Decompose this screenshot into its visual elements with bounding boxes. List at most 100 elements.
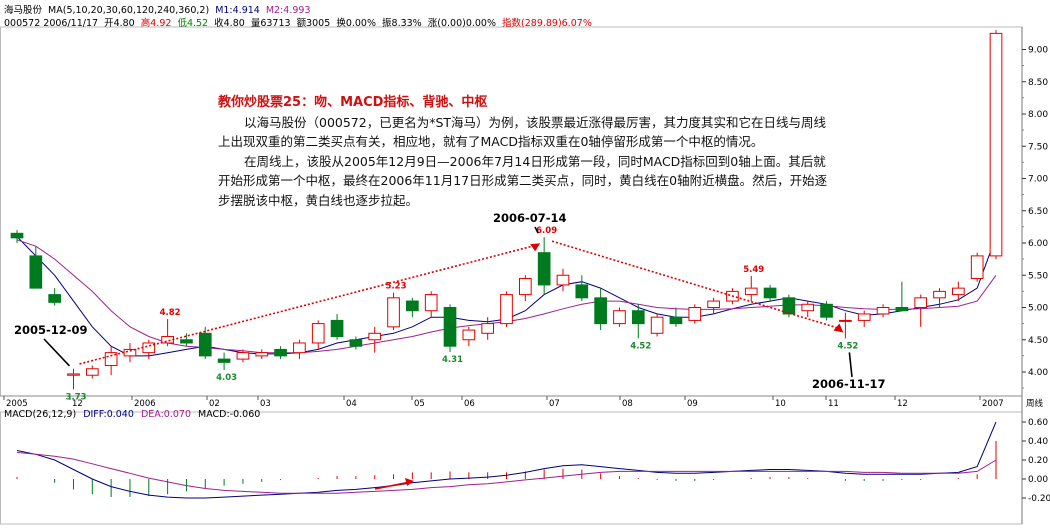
trend-arrow-up (530, 243, 541, 252)
candle-body (406, 300, 419, 312)
candle-body (933, 290, 946, 299)
candle-body (123, 348, 137, 357)
open-price: 开4.80 (104, 18, 135, 29)
candle-body (85, 368, 99, 376)
caption-paragraph-1: 以海马股份（000572，已更名为*ST海马）为例，该股票最近涨得最厉害，其力度… (218, 114, 827, 150)
annotation-arrow (534, 226, 539, 234)
candle-body (952, 287, 965, 296)
turnover: 换0.00% (336, 18, 376, 29)
price-tick-label: 4.00 (1028, 368, 1048, 378)
candle-body (368, 332, 382, 341)
close-price: 收4.80 (214, 18, 245, 29)
candle-body (650, 316, 664, 334)
indicator-header-line1: 海马股份 MA(5,10,20,30,60,120,240,360,2) M1:… (4, 2, 314, 16)
time-tick-label: 12 (72, 399, 83, 409)
macd-tick-label: 0.40 (1028, 437, 1048, 447)
price-tick-label: 9.00 (1028, 46, 1048, 56)
time-tick-label: 10 (775, 399, 786, 409)
candle-body (594, 297, 607, 325)
ma-m2-value: M2:4.993 (265, 5, 311, 16)
candle-body (688, 307, 702, 321)
stock-name: 海马股份 (4, 5, 43, 16)
candle-body (10, 232, 24, 239)
annotation-arrow (848, 352, 853, 378)
change: 涨(0.00)0.00% (427, 18, 496, 29)
time-tick-label: 12 (897, 399, 908, 409)
candle-body (443, 307, 457, 347)
macd-arrow (374, 481, 411, 490)
price-extreme-label: 5.23 (386, 282, 407, 292)
annotation-2006-07-14: 2006-07-14 (493, 211, 567, 225)
candle-body (48, 294, 61, 303)
time-tick-label: 06 (464, 399, 475, 409)
caption-title: 教你炒股票25：吻、MACD指标、背驰、中枢 (218, 95, 488, 110)
time-tick-label: 05 (414, 399, 425, 409)
candle-body (782, 297, 796, 315)
time-tick-label: 07 (549, 399, 560, 409)
indicator-header-line2: 000572 2006/11/17 开4.80 高4.92 低4.52 收4.8… (4, 15, 595, 29)
time-tick-label: 2007 (982, 399, 1004, 409)
candle-body (575, 284, 589, 299)
candle-body (857, 313, 871, 321)
candle-body (255, 352, 269, 357)
amount: 额3005 (296, 18, 331, 29)
candle-body (895, 307, 909, 312)
trend-arrow-down (833, 323, 844, 333)
code-date: 000572 2006/11/17 (4, 18, 99, 29)
macd-diff: DIFF:0.040 (83, 409, 134, 420)
candle-body (537, 252, 551, 286)
macd-arrow-head (405, 478, 414, 486)
candle-body (914, 297, 928, 309)
candle-body (311, 323, 325, 344)
macd-dea: DEA:0.070 (140, 409, 191, 420)
candle-body (707, 300, 720, 308)
time-tick-label: 02 (209, 399, 220, 409)
candle-body (631, 310, 645, 325)
macd-macd: MACD:-0.060 (198, 409, 261, 420)
index-value: 指数(289.89)6.07% (502, 18, 592, 29)
high-price: 高4.92 (140, 18, 172, 29)
price-tick-label: 7.50 (1028, 142, 1048, 152)
macd-line-DEA (16, 451, 997, 494)
candle-body (839, 319, 852, 322)
amplitude: 振8.33% (382, 18, 422, 29)
candle-body (424, 294, 438, 312)
candle-body (236, 352, 250, 360)
annotation-arrow (43, 338, 71, 367)
price-tick-label: 8.50 (1028, 78, 1048, 88)
candle-body (989, 32, 1003, 257)
price-tick-label: 6.50 (1028, 207, 1048, 217)
time-tick-label: 03 (260, 399, 271, 409)
price-tick-label: 6.00 (1028, 239, 1048, 249)
price-extreme-label: 4.82 (160, 308, 181, 318)
candle-body (142, 342, 156, 354)
price-tick-label: 8.00 (1028, 110, 1048, 120)
macd-tick-label: 0.60 (1028, 418, 1048, 428)
candle-body (876, 307, 890, 315)
annotation-2006-11-17: 2006-11-17 (812, 377, 886, 391)
time-tick-label: 04 (346, 399, 357, 409)
candle-body (669, 316, 683, 325)
low-price: 低4.52 (177, 18, 209, 29)
caption-box: 教你炒股票25：吻、MACD指标、背驰、中枢 以海马股份（000572，已更名为… (218, 93, 838, 210)
macd-line-DIFF (16, 421, 997, 499)
time-tick-label: 2005 (6, 399, 28, 409)
ma-params: MA(5,10,20,30,60,120,240,360,2) (48, 5, 210, 16)
caption-paragraph-2: 在周线上，该股从2005年12月9日—2006年7月14日形成第一段，同时MAC… (218, 153, 828, 208)
candle-body (462, 329, 476, 341)
candle-body (387, 297, 400, 328)
candle-body (349, 339, 363, 347)
candle-body (293, 342, 306, 354)
volume: 量63713 (250, 18, 291, 29)
time-tick-label: 11 (828, 399, 839, 409)
price-extreme-label: 4.03 (216, 373, 237, 383)
price-tick-label: 4.50 (1028, 336, 1048, 346)
candle-body (820, 303, 833, 318)
macd-name: MACD(26,12,9) (4, 409, 77, 420)
time-tick-label: 08 (622, 399, 633, 409)
macd-panel-frame (0, 411, 1023, 525)
candle-body (67, 373, 80, 376)
candle-body (274, 348, 287, 357)
price-extreme-label: 5.49 (743, 265, 764, 275)
